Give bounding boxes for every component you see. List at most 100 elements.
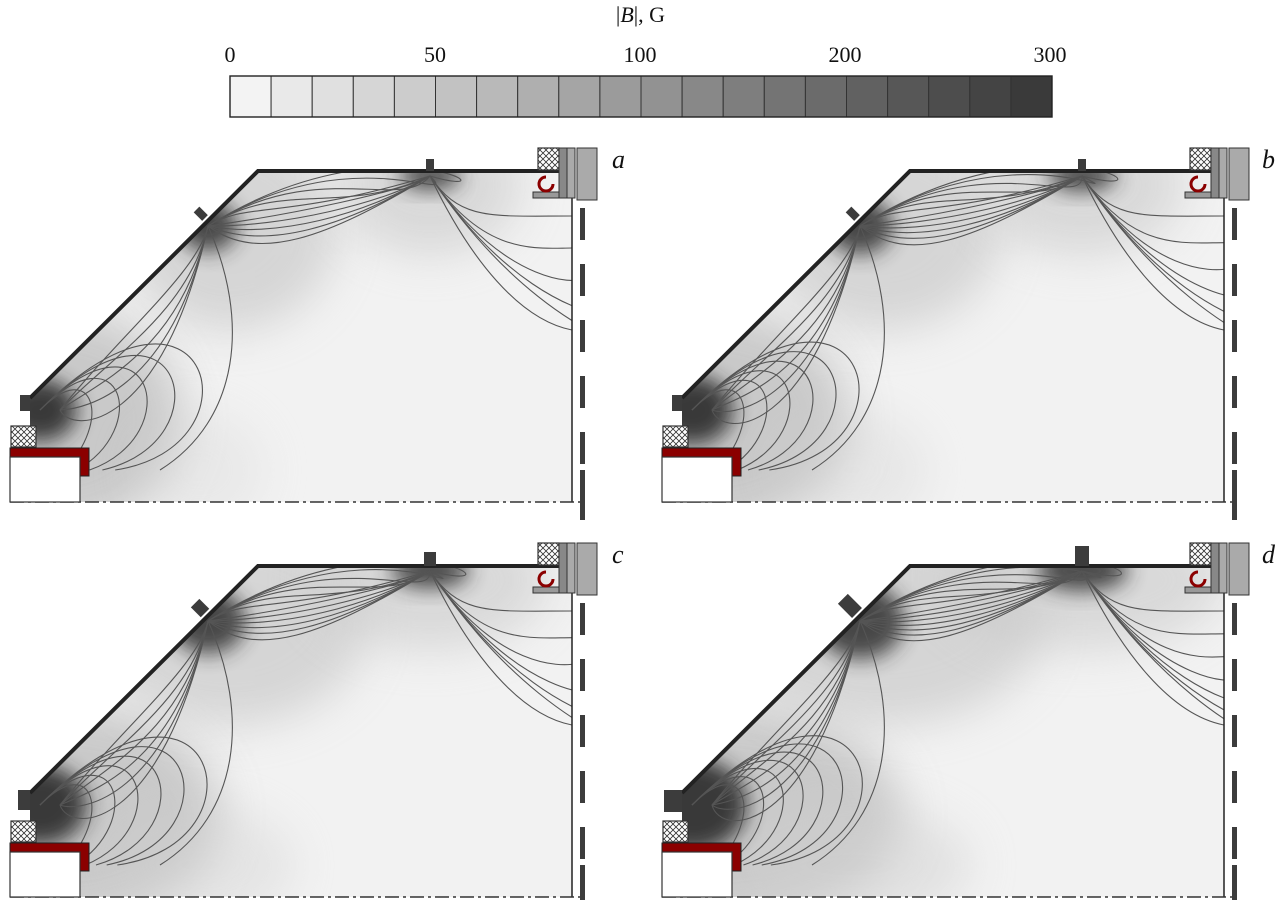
colorbar-cell (393, 75, 436, 118)
wall-segment (1232, 659, 1237, 691)
flange-outer (1218, 147, 1228, 199)
field-line (711, 620, 861, 806)
flange-inner (1210, 542, 1220, 594)
wall-segment (1232, 771, 1237, 803)
field-line (1081, 175, 1224, 217)
wall-segment (1232, 432, 1237, 464)
magnet-left (18, 790, 30, 810)
field-line (1081, 570, 1224, 612)
wall-segment (580, 376, 585, 408)
wall-segment (1232, 865, 1237, 897)
field-line (429, 570, 572, 693)
field-line (859, 175, 1083, 227)
wall-segment (580, 659, 585, 691)
field-line (207, 175, 431, 227)
field-line (207, 570, 431, 622)
field-halo (774, 410, 930, 502)
field-line (711, 620, 861, 822)
insulator-left (10, 820, 37, 843)
cathode-plate (1228, 542, 1250, 596)
field-line (859, 570, 1083, 622)
colorbar-cell (1010, 75, 1053, 118)
wall-segment (1232, 715, 1237, 747)
colorbar-cell (599, 75, 642, 118)
field-line (691, 776, 765, 866)
cathode-plate (576, 542, 598, 596)
field-line (59, 225, 209, 411)
field-line (429, 570, 572, 612)
coil-right (537, 570, 555, 588)
colorbar-cell (640, 75, 683, 118)
wall-segment (1232, 376, 1237, 408)
electrode-block (661, 456, 733, 503)
wall-segment (1232, 264, 1237, 296)
colorbar-cell (476, 75, 519, 118)
field-line (691, 379, 768, 471)
magnet-top (1078, 159, 1086, 171)
field-line (429, 175, 572, 281)
field-panel-d (661, 542, 1250, 900)
field-line (59, 620, 209, 806)
flange-base (532, 191, 560, 199)
colorbar-cell (352, 75, 395, 118)
colorbar-tick-label: 0 (224, 42, 236, 67)
field-line (859, 175, 1083, 227)
colorbar-tick-label: 300 (1033, 42, 1067, 67)
field-line (711, 225, 861, 411)
field-panel-c (9, 542, 598, 900)
colorbar-cell (887, 75, 930, 118)
flange-outer (1218, 542, 1228, 594)
colorbar-cell (763, 75, 806, 118)
field-line (429, 570, 572, 639)
field-line (207, 569, 444, 622)
field-line (59, 620, 209, 806)
field-panel-a (9, 147, 598, 520)
chamber-wall (28, 169, 572, 400)
field-line (159, 620, 233, 866)
field-line (859, 175, 1083, 229)
field-line (207, 570, 431, 622)
chamber-wall (680, 169, 1224, 400)
field-line (159, 225, 233, 471)
magnet-diagonal (845, 206, 860, 221)
field-line (691, 341, 860, 471)
wall-segment (1232, 320, 1237, 352)
field-lines (691, 566, 1224, 866)
field-line (811, 620, 885, 866)
colorbar-tick-label: 100 (623, 42, 657, 67)
field-line (39, 736, 208, 866)
field-line (39, 366, 148, 471)
field-halo (732, 805, 972, 897)
field-line (429, 570, 572, 726)
magnet-diagonal (193, 206, 208, 221)
wall-segment (1232, 827, 1237, 859)
field-line (859, 175, 1083, 227)
field-line (691, 351, 837, 471)
wall-segment (580, 264, 585, 296)
colorbar-cell (846, 75, 889, 118)
field-line (207, 171, 462, 227)
flange-base (1184, 586, 1212, 594)
field-line (59, 620, 209, 808)
insulator-left (10, 425, 37, 448)
field-line (859, 175, 1083, 246)
wall-segment (580, 470, 585, 502)
colorbar-cell (229, 75, 272, 118)
wall-segment (580, 320, 585, 352)
electrode-block (9, 851, 81, 898)
field-line (39, 355, 176, 471)
magnet-left (664, 790, 682, 812)
field-line (711, 620, 861, 806)
wall-segment (580, 865, 585, 897)
cathode-plate (1228, 147, 1250, 201)
coil-right (1189, 175, 1207, 193)
field-line (207, 566, 467, 622)
panel-label-a: a (612, 145, 625, 174)
field-line (691, 759, 804, 866)
colorbar-cell (969, 75, 1012, 118)
coil-right (1189, 570, 1207, 588)
insulator-left (662, 820, 689, 843)
field-line (207, 570, 431, 622)
magnet-top (426, 159, 434, 171)
